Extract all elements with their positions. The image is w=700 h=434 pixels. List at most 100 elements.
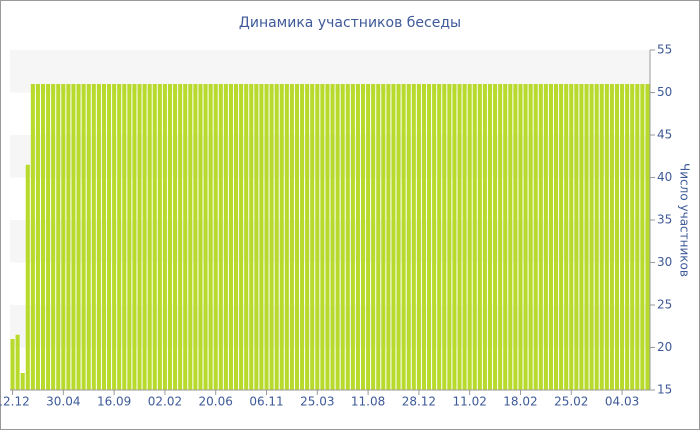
bar bbox=[533, 84, 538, 390]
bar bbox=[589, 84, 594, 390]
bar bbox=[335, 84, 340, 390]
bar bbox=[498, 84, 503, 390]
grid-band bbox=[10, 305, 650, 348]
bar bbox=[391, 84, 396, 390]
y-tick-label: 50 bbox=[657, 85, 672, 99]
bar bbox=[406, 84, 411, 390]
bar bbox=[173, 84, 178, 390]
bar bbox=[167, 84, 173, 390]
bar bbox=[523, 84, 528, 390]
bar bbox=[493, 84, 498, 390]
bar bbox=[137, 84, 142, 390]
bar bbox=[76, 84, 81, 390]
bar bbox=[310, 84, 315, 390]
bar bbox=[599, 84, 604, 390]
bar bbox=[254, 84, 259, 390]
bar bbox=[457, 84, 462, 390]
x-tick-label: 20.06 bbox=[199, 395, 233, 409]
grid-band bbox=[10, 220, 650, 263]
bar bbox=[569, 84, 574, 390]
bar bbox=[117, 84, 122, 390]
bar bbox=[25, 164, 30, 390]
bar bbox=[15, 334, 20, 390]
bar bbox=[442, 84, 447, 390]
bar bbox=[300, 84, 305, 390]
bar bbox=[528, 84, 533, 390]
bar bbox=[396, 84, 401, 390]
bar bbox=[543, 84, 548, 390]
bar bbox=[188, 84, 193, 390]
bar bbox=[360, 84, 366, 390]
bar bbox=[178, 84, 183, 390]
bar bbox=[518, 84, 523, 390]
x-tick-label: 28.12 bbox=[402, 395, 436, 409]
bar bbox=[320, 84, 325, 390]
bar bbox=[554, 84, 559, 390]
bar bbox=[46, 84, 51, 390]
bar bbox=[203, 84, 208, 390]
bar bbox=[142, 84, 147, 390]
x-tick-label: 25.03 bbox=[300, 395, 334, 409]
x-tick-label: 12.12 bbox=[0, 395, 30, 409]
bar bbox=[122, 84, 127, 390]
bar bbox=[386, 84, 391, 390]
bar bbox=[208, 84, 213, 390]
bar bbox=[294, 84, 300, 390]
bar bbox=[305, 84, 310, 390]
x-tick-label: 11.02 bbox=[453, 395, 487, 409]
y-tick-label: 20 bbox=[657, 340, 672, 354]
bar bbox=[218, 84, 223, 390]
bar bbox=[71, 84, 76, 390]
bar bbox=[538, 84, 543, 390]
bar bbox=[452, 84, 457, 390]
bar bbox=[315, 84, 320, 390]
bar bbox=[56, 84, 61, 390]
bar bbox=[503, 84, 508, 390]
bar bbox=[630, 84, 635, 390]
bar bbox=[350, 84, 355, 390]
bar bbox=[416, 84, 421, 390]
bar bbox=[482, 84, 487, 390]
bar bbox=[325, 84, 330, 390]
bar bbox=[274, 84, 279, 390]
bar bbox=[269, 84, 274, 390]
grid-band bbox=[10, 50, 650, 93]
bar bbox=[340, 84, 345, 390]
bar bbox=[437, 84, 442, 390]
x-tick-label: 25.02 bbox=[554, 395, 588, 409]
bar bbox=[132, 84, 137, 390]
bar bbox=[614, 84, 620, 390]
bar bbox=[477, 84, 482, 390]
x-tick-label: 02.02 bbox=[148, 395, 182, 409]
bar bbox=[81, 84, 86, 390]
bar bbox=[620, 84, 625, 390]
bar bbox=[30, 84, 35, 390]
bar bbox=[579, 84, 584, 390]
bar bbox=[355, 84, 360, 390]
bar bbox=[604, 84, 609, 390]
bar bbox=[472, 84, 477, 390]
bar bbox=[559, 84, 564, 390]
bar bbox=[427, 84, 432, 390]
bar bbox=[279, 84, 284, 390]
bar bbox=[91, 84, 96, 390]
bar bbox=[487, 84, 493, 390]
bar bbox=[584, 84, 589, 390]
bar bbox=[635, 84, 640, 390]
bar bbox=[411, 84, 416, 390]
chart-title: Динамика участников беседы bbox=[239, 15, 461, 31]
x-tick-label: 11.08 bbox=[351, 395, 385, 409]
x-tick-label: 18.02 bbox=[503, 395, 537, 409]
y-tick-label: 45 bbox=[657, 128, 672, 142]
bar bbox=[609, 84, 614, 390]
x-tick-label: 16.09 bbox=[97, 395, 131, 409]
bar bbox=[640, 84, 645, 390]
bar bbox=[213, 84, 218, 390]
bar bbox=[101, 84, 106, 390]
bar bbox=[107, 84, 112, 390]
bar bbox=[152, 84, 157, 390]
x-tick-label: 30.04 bbox=[46, 395, 80, 409]
bar bbox=[401, 84, 406, 390]
bar bbox=[183, 84, 188, 390]
